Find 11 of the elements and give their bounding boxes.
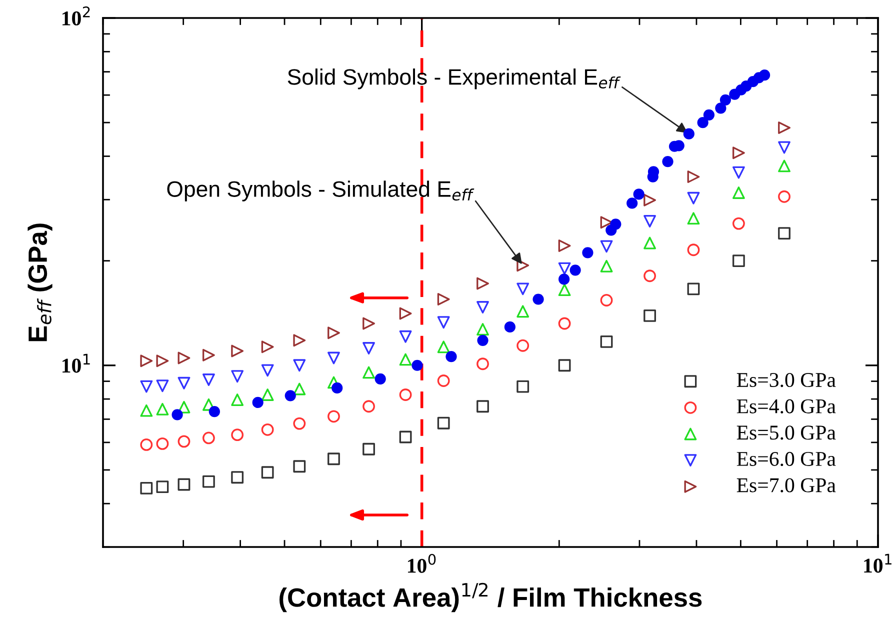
- x-tick-label: 10$^{0}$: [408, 554, 436, 573]
- y-tick-label: 10$^{2}$: [62, 6, 90, 26]
- legend-label: Es=6.0 GPa: [736, 452, 836, 466]
- legend-label: Es=5.0 GPa: [736, 426, 836, 440]
- legend-label: Es=4.0 GPa: [736, 399, 836, 414]
- annotation: Solid Symbols - Experimental E$_{eff}$: [288, 68, 621, 90]
- annotation: Open Symbols - Simulated E$_{eff}$: [167, 180, 474, 202]
- legend-label: Es=7.0 GPa: [736, 478, 836, 492]
- x-axis-title: (Contact Area)$^{1/2}$ / Film Thickness: [280, 582, 702, 612]
- legend-label: Es=3.0 GPa: [736, 372, 836, 388]
- y-axis-title: E$_{eff}$ (GPa): [28, 224, 52, 342]
